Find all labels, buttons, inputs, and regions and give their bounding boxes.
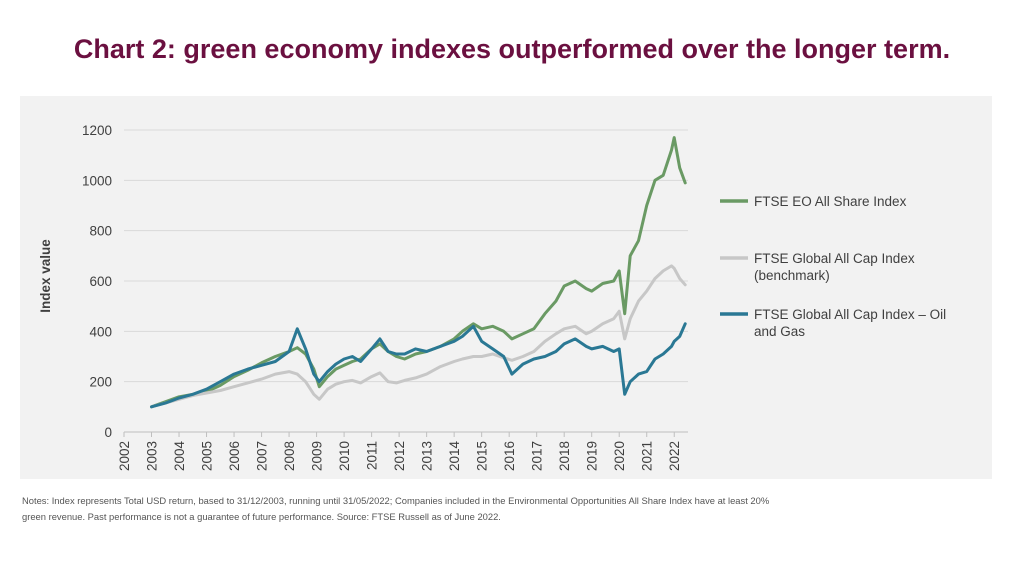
x-tick-label: 2011: [365, 441, 380, 470]
x-tick-label: 2005: [200, 441, 215, 471]
x-tick-label: 2017: [530, 441, 545, 471]
x-tick-label: 2003: [145, 441, 160, 471]
x-tick-label: 2010: [337, 441, 352, 471]
chart-title: Chart 2: green economy indexes outperfor…: [73, 34, 951, 64]
series-line-1: [150, 264, 687, 409]
series-line-2: [150, 322, 687, 409]
series-line-0: [150, 136, 687, 409]
notes-line-1: Notes: Index represents Total USD return…: [22, 495, 770, 506]
x-tick-label: 2009: [310, 441, 325, 471]
x-tick-label: 2012: [392, 441, 407, 471]
legend-label-2: FTSE Global All Cap Index – Oil and Gas: [754, 307, 946, 339]
legend-label-0: FTSE EO All Share Index: [754, 194, 907, 209]
y-tick-label: 200: [89, 375, 112, 390]
x-tick-label: 2008: [282, 441, 297, 471]
x-tick-label: 2007: [255, 441, 270, 471]
y-tick-label: 800: [89, 224, 112, 239]
x-tick-label: 2020: [612, 441, 627, 471]
line-chart: 0 200 400 600 800 1000 1200 2002 2003 2004 2005 200…: [38, 123, 946, 471]
legend: FTSE EO All Share Index FTSE Global All C…: [720, 194, 946, 339]
legend-label-1: FTSE Global All Cap Index (benchmark): [754, 251, 915, 283]
x-tick-label: 2016: [502, 441, 517, 471]
y-axis-title: Index value: [38, 239, 53, 313]
gridlines: [124, 129, 688, 383]
series-lines: [150, 136, 687, 409]
x-tick-label: 2015: [475, 441, 490, 471]
notes-line-2: green revenue. Past performance is not a…: [22, 511, 501, 522]
y-tick-label: 600: [89, 274, 112, 289]
x-tick-label: 2014: [447, 441, 462, 472]
y-tick-label: 1000: [82, 173, 112, 188]
x-tick-label: 2002: [117, 441, 132, 471]
x-tick-label: 2004: [172, 441, 187, 472]
y-tick-label: 1200: [82, 123, 112, 138]
y-tick-label: 0: [104, 425, 112, 440]
x-tick-label: 2019: [585, 441, 600, 471]
x-tick-label: 2013: [420, 441, 435, 471]
axes: 0 200 400 600 800 1000 1200 2002 2003 2004 2005 200…: [82, 123, 688, 471]
x-tick-label: 2018: [557, 441, 572, 471]
x-tick-label: 2006: [227, 441, 242, 471]
chart-notes: Notes: Index represents Total USD return…: [22, 493, 922, 525]
x-tick-label: 2022: [667, 441, 682, 471]
y-tick-label: 400: [89, 324, 112, 339]
x-tick-label: 2021: [640, 441, 655, 471]
chart-panel: 0 200 400 600 800 1000 1200 2002 2003 2004 2005 200…: [20, 96, 992, 479]
